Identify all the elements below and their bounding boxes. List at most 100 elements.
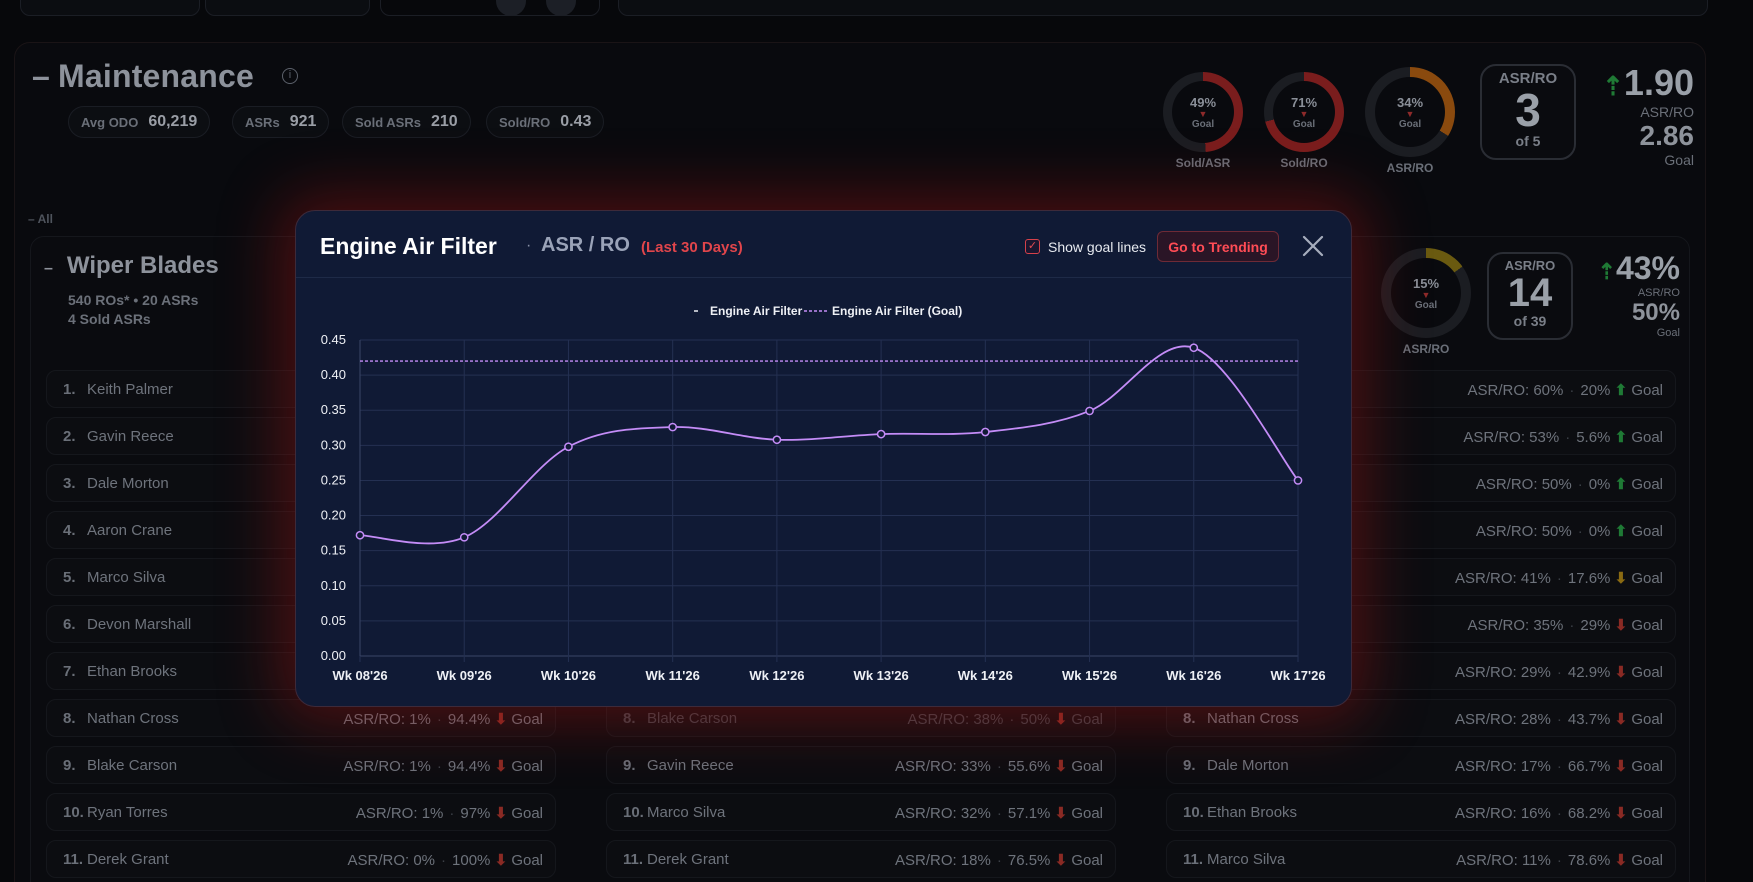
arrow-down-icon: ⬇ bbox=[490, 852, 512, 869]
advisor-name: Derek Grant bbox=[87, 851, 169, 868]
table-row[interactable]: 10. Marco Silva ASR/RO: 32% · 57.1% ⬇ Goal bbox=[606, 793, 1116, 831]
advisor-name: Dale Morton bbox=[1207, 757, 1289, 774]
table-row[interactable]: 10. Ethan Brooks ASR/RO: 16% · 68.2% ⬇ Goal bbox=[1166, 793, 1676, 831]
goal-label: Goal bbox=[511, 852, 543, 869]
advisor-name: Blake Carson bbox=[647, 710, 738, 727]
modal-title: Engine Air Filter bbox=[320, 233, 497, 259]
wiper-blades-title[interactable]: – Wiper Blades bbox=[44, 252, 219, 279]
arrow-down-icon: ⬇ bbox=[490, 805, 512, 822]
gauge-ring: 34% ▼ Goal bbox=[1365, 67, 1455, 157]
goal-percent: 94.4% bbox=[447, 758, 491, 775]
maintenance-title[interactable]: – Maintenance bbox=[32, 58, 255, 94]
top-circle-button[interactable] bbox=[496, 0, 526, 16]
arrow-down-icon: ⬇ bbox=[1610, 758, 1632, 775]
row-stats: ASR/RO: 33% · 55.6% ⬇ Goal bbox=[895, 757, 1103, 775]
table-row[interactable]: 9. Dale Morton ASR/RO: 17% · 66.7% ⬇ Goal bbox=[1166, 746, 1676, 784]
separator-dot: · bbox=[996, 852, 1002, 869]
data-point bbox=[1085, 406, 1094, 416]
rank-number: 11. bbox=[623, 851, 644, 868]
separator-dot: · bbox=[441, 852, 447, 869]
separator-dot: · bbox=[1556, 805, 1562, 822]
asr-ro-metric: ⇡1.90 ASR/RO 2.86 Goal bbox=[1602, 62, 1694, 168]
data-point bbox=[1189, 343, 1199, 353]
row-stats: ASR/RO: 16% · 68.2% ⬇ Goal bbox=[1455, 804, 1663, 822]
rank-number: 1. bbox=[63, 381, 76, 398]
rank-number: 8. bbox=[623, 710, 636, 727]
goal-label: Goal bbox=[1631, 617, 1663, 634]
goal-label: Goal bbox=[511, 805, 543, 822]
modal-subtitle: ASR / RO bbox=[541, 234, 630, 256]
gauge-wiper-asr-ro: 15% ▼ Goal ASR/RO bbox=[1380, 248, 1472, 356]
row-stats: ASR/RO: 38% · 50% ⬇ Goal bbox=[908, 710, 1104, 728]
arrow-up-icon: ⬆ bbox=[1610, 429, 1632, 446]
table-row[interactable]: 9. Blake Carson ASR/RO: 1% · 94.4% ⬇ Goal bbox=[46, 746, 556, 784]
modal-header: Engine Air Filter · ASR / RO (Last 30 Da… bbox=[296, 211, 1351, 278]
advisor-name: Marco Silva bbox=[87, 569, 166, 586]
separator-dot: · bbox=[1556, 570, 1562, 587]
asr-ro-value: ASR/RO: 1% bbox=[343, 758, 431, 775]
top-circle-button[interactable] bbox=[546, 0, 576, 16]
top-pill bbox=[618, 0, 1708, 16]
separator-dot: · bbox=[1556, 852, 1562, 869]
data-point bbox=[980, 427, 990, 437]
row-stats: ASR/RO: 41% · 17.6% ⬇ Goal bbox=[1455, 569, 1663, 587]
arrow-down-icon: ⬇ bbox=[1610, 805, 1632, 822]
row-stats: ASR/RO: 53% · 5.6% ⬆ Goal bbox=[1463, 428, 1663, 446]
stat-asrs: ASRs 921 bbox=[232, 106, 330, 138]
y-tick-label: 0.25 bbox=[321, 472, 346, 487]
table-row[interactable]: 11. Marco Silva ASR/RO: 11% · 78.6% ⬇ Goal bbox=[1166, 840, 1676, 878]
info-icon[interactable]: i bbox=[282, 68, 298, 84]
asr-ro-value: ASR/RO: 18% bbox=[894, 852, 991, 869]
table-row[interactable]: 10. Ryan Torres ASR/RO: 1% · 97% ⬇ Goal bbox=[46, 793, 556, 831]
advisor-name: Nathan Cross bbox=[1207, 710, 1299, 727]
goal-percent: 29% bbox=[1580, 617, 1611, 634]
all-toggle[interactable]: – All bbox=[28, 212, 53, 226]
row-stats: ASR/RO: 1% · 94.4% ⬇ Goal bbox=[343, 757, 543, 775]
x-tick-label: Wk 15'26 bbox=[1062, 668, 1117, 683]
table-row[interactable]: 9. Gavin Reece ASR/RO: 33% · 55.6% ⬇ Goal bbox=[606, 746, 1116, 784]
goal-label: Goal bbox=[1631, 805, 1663, 822]
goal-label: Goal bbox=[1071, 805, 1103, 822]
table-row[interactable]: ASR/RO: 53% · 5.6% ⬆ Goal bbox=[1166, 417, 1676, 455]
rank-number: 11. bbox=[63, 851, 84, 868]
data-point bbox=[876, 429, 886, 439]
row-stats: ASR/RO: 60% · 20% ⬆ Goal bbox=[1468, 381, 1664, 399]
close-icon[interactable] bbox=[1296, 229, 1330, 263]
chart-area: 0.00 0.05 0.10 0.15 0.20 0.25 0.30 0.35 0.40 0.45… bbox=[296, 279, 1353, 708]
arrow-down-icon: ⬇ bbox=[1610, 664, 1632, 681]
data-point bbox=[1293, 476, 1303, 485]
gauge-sold-ro: 71% ▼ Goal Sold/RO bbox=[1263, 72, 1345, 170]
gauge-ring: 71% ▼ Goal bbox=[1264, 72, 1344, 152]
legend-item-goal: Engine Air Filter (Goal) bbox=[832, 304, 962, 318]
x-tick-label: Wk 13'26 bbox=[854, 668, 909, 683]
gauge-ring: 49% ▼ Goal bbox=[1163, 72, 1243, 152]
row-stats: ASR/RO: 50% · 0% ⬆ Goal bbox=[1476, 522, 1663, 540]
table-row[interactable]: 11. Derek Grant ASR/RO: 0% · 100% ⬇ Goal bbox=[46, 840, 556, 878]
show-goal-lines-checkbox[interactable]: ✓ bbox=[1025, 239, 1040, 254]
show-goal-lines-label[interactable]: Show goal lines bbox=[1048, 239, 1147, 255]
collapse-icon[interactable]: – bbox=[44, 260, 53, 277]
asr-ro-value: ASR/RO: 35% bbox=[1467, 617, 1564, 634]
advisor-name: Gavin Reece bbox=[87, 428, 174, 445]
go-to-trending-button[interactable]: Go to Trending bbox=[1157, 231, 1279, 262]
rank-number: 10. bbox=[623, 804, 644, 821]
goal-percent: 66.7% bbox=[1567, 758, 1611, 775]
goal-percent: 97% bbox=[460, 805, 491, 822]
goal-percent: 78.6% bbox=[1567, 852, 1611, 869]
separator-dot: · bbox=[1577, 476, 1583, 493]
collapse-icon[interactable]: – bbox=[32, 58, 50, 94]
rank-number: 11. bbox=[1183, 851, 1204, 868]
rank-number: 3. bbox=[63, 475, 76, 492]
row-stats: ASR/RO: 32% · 57.1% ⬇ Goal bbox=[895, 804, 1103, 822]
goal-label: Goal bbox=[1631, 429, 1663, 446]
arrow-down-icon: ⬇ bbox=[1610, 711, 1632, 728]
rank-number: 8. bbox=[63, 710, 76, 727]
arrow-up-icon: ⇡ bbox=[1597, 259, 1616, 284]
table-row[interactable]: 11. Derek Grant ASR/RO: 18% · 76.5% ⬇ Goal bbox=[606, 840, 1116, 878]
x-tick-label: Wk 11'26 bbox=[645, 668, 699, 683]
stat-avg-odo: Avg ODO 60,219 bbox=[68, 106, 211, 138]
arrow-down-icon: ⬇ bbox=[1610, 852, 1632, 869]
data-point bbox=[564, 442, 573, 452]
goal-percent: 50% bbox=[1020, 711, 1051, 728]
advisor-name: Marco Silva bbox=[1207, 851, 1286, 868]
